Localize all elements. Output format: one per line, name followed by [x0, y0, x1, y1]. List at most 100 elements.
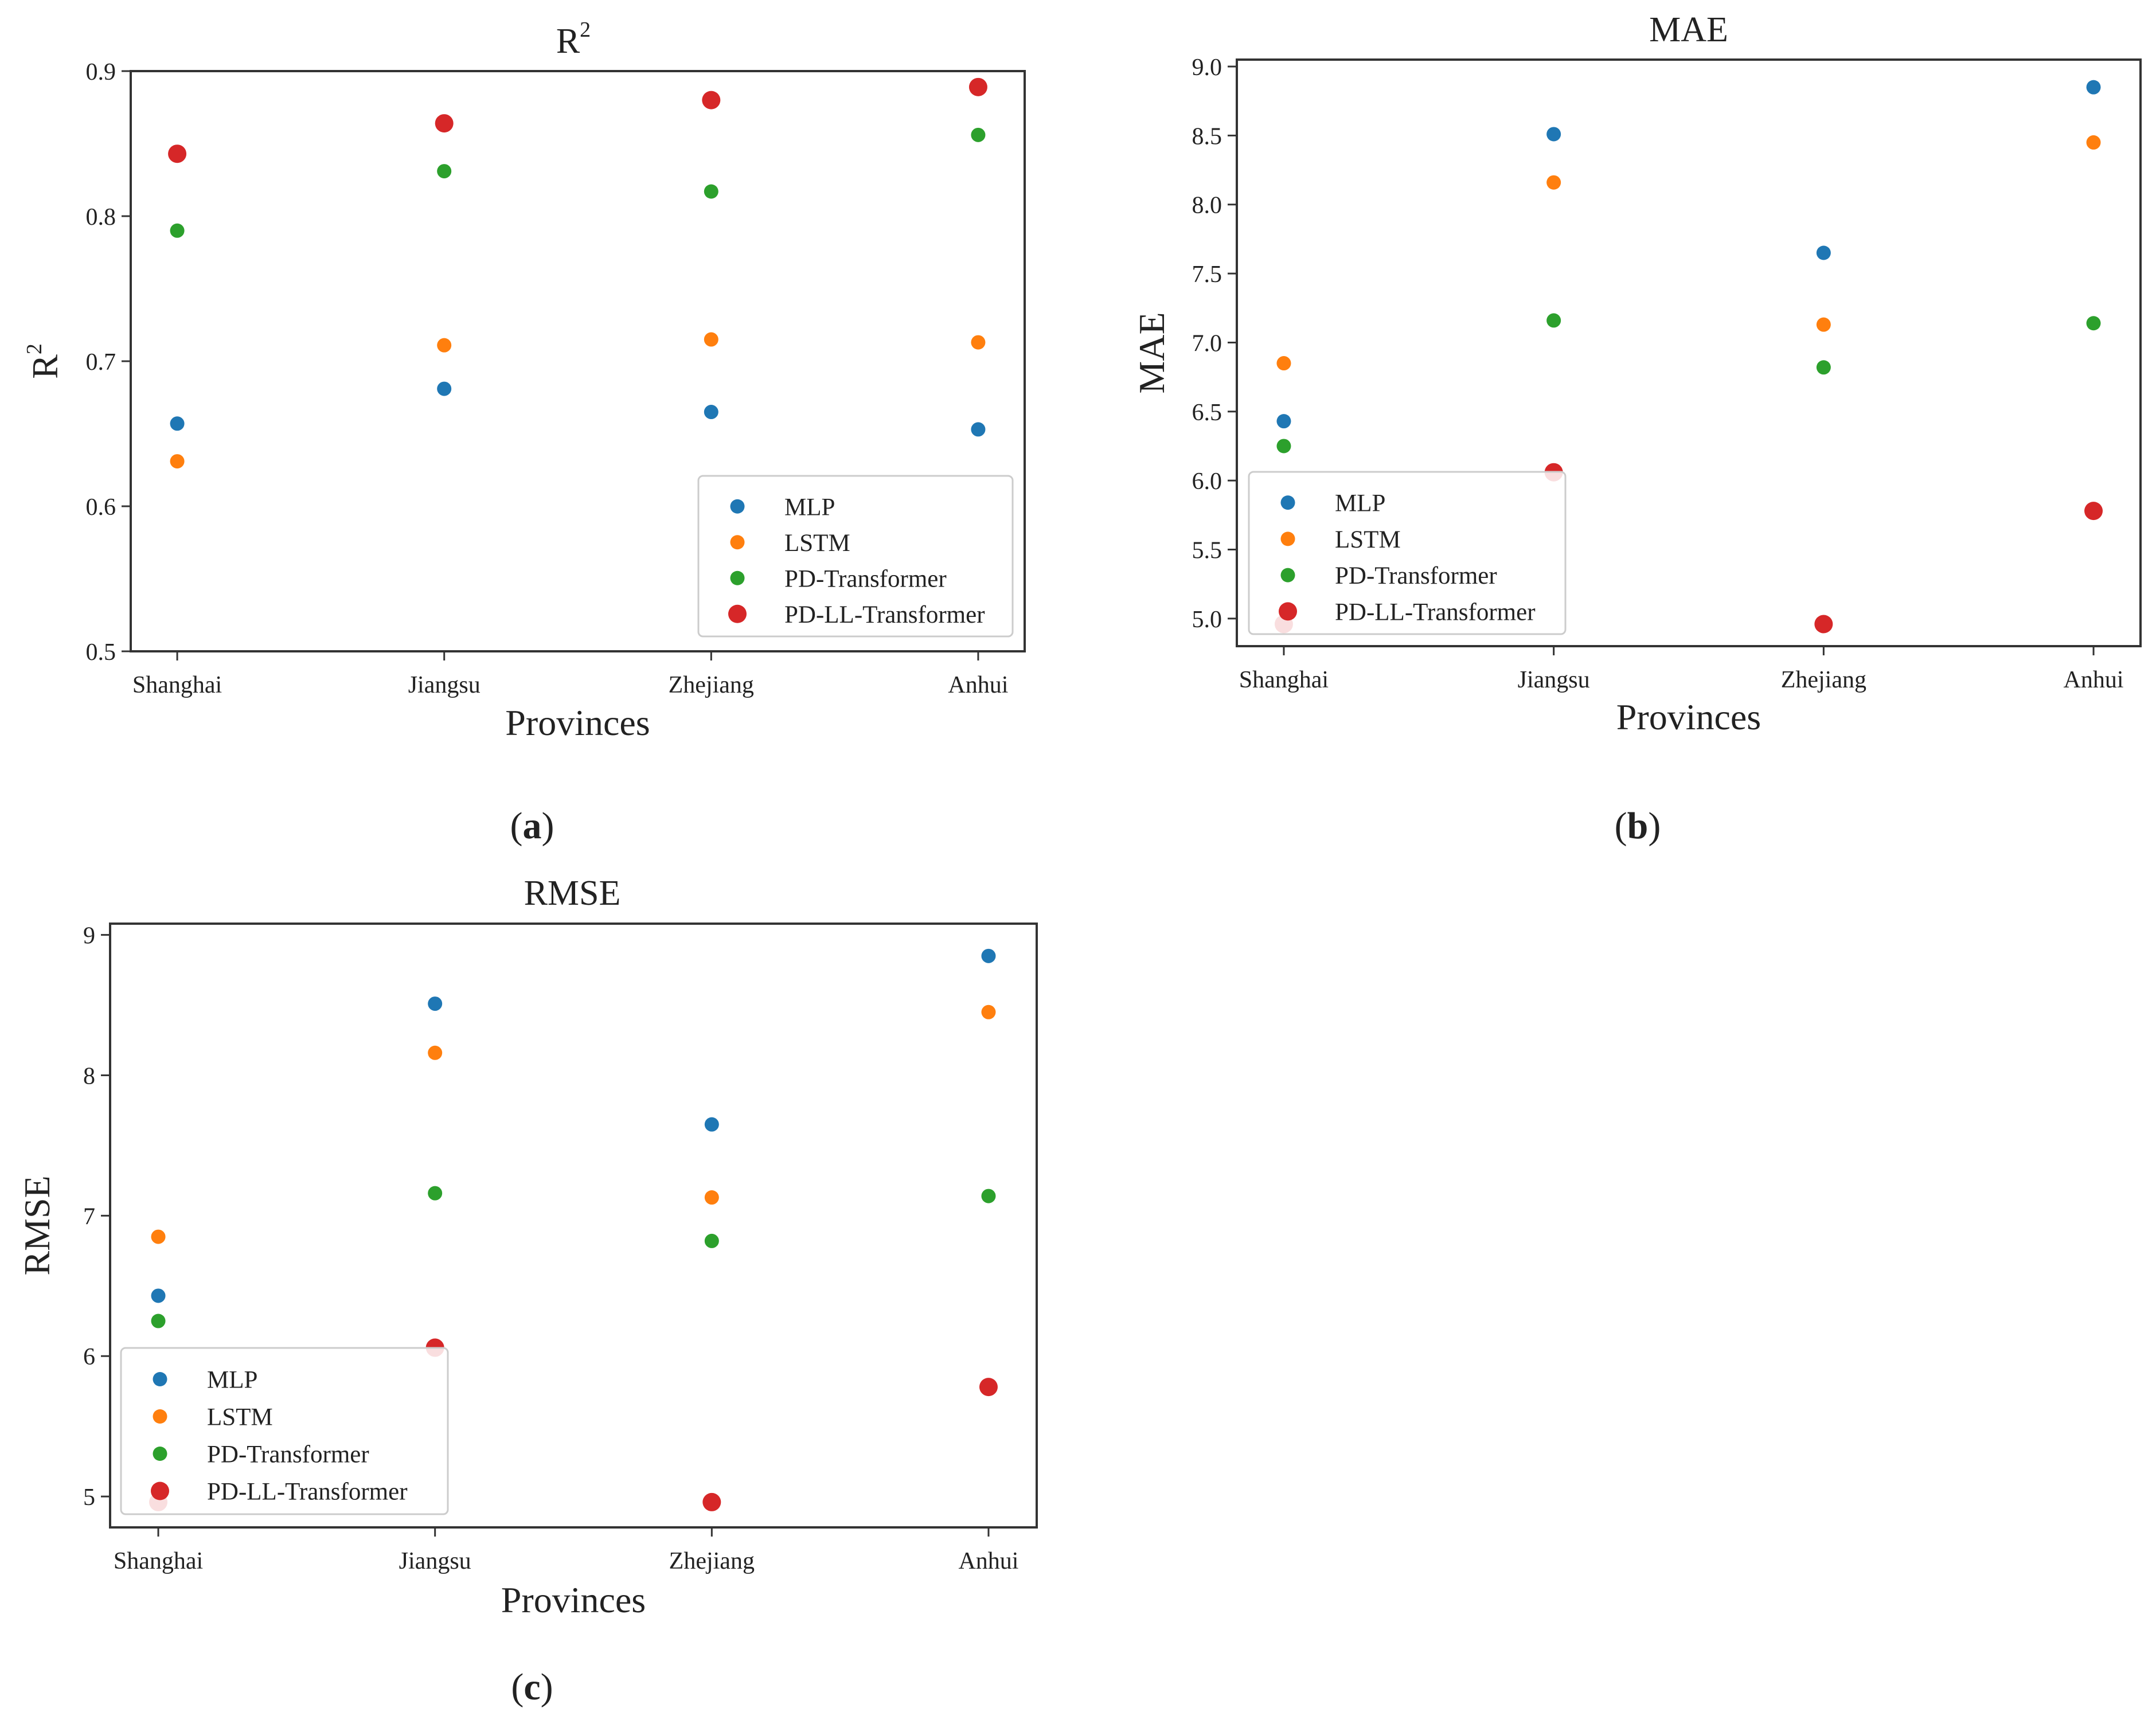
data-point-lstm [428, 1045, 443, 1060]
data-point-lstm [2086, 135, 2101, 150]
y-tick-label: 0.6 [86, 494, 116, 521]
y-tick-label: 9.0 [1192, 54, 1222, 81]
chart-c: RMSE RMSE Provinces 5 6 7 8 9 Shanghai Jiangsu Zhe… [17, 874, 1038, 1620]
data-point-lstm [981, 1004, 996, 1019]
panel-label-c: (c) [511, 1666, 553, 1708]
y-tick-label: 6.5 [1192, 400, 1222, 426]
legend-label: PD-Transformer [1335, 562, 1497, 589]
legend-marker-mlp [730, 499, 745, 514]
legend: MLP LSTM PD-Transformer PD-LL-Transformer [1248, 471, 1567, 635]
y-tick-label: 0.5 [86, 639, 116, 666]
x-tick-label: Shanghai [1239, 667, 1329, 693]
data-point-pd-ll-transformer [702, 91, 721, 110]
legend-label: LSTM [207, 1404, 273, 1431]
panel-label-b: (b) [1615, 805, 1661, 847]
legend-box [1248, 471, 1567, 635]
y-tick-label: 7.0 [1192, 330, 1222, 357]
x-tick-label: Anhui [948, 672, 1008, 698]
data-point-pd-transformer [1276, 439, 1291, 454]
x-tick-label: Zhejiang [669, 1548, 755, 1574]
legend-label: PD-LL-Transformer [207, 1479, 408, 1506]
x-axis-label: Provinces [501, 1580, 646, 1620]
x-axis-label: Provinces [1616, 697, 1761, 737]
legend-marker-lstm [1280, 531, 1295, 546]
legend-label: PD-Transformer [784, 565, 947, 592]
legend-label: LSTM [784, 530, 850, 557]
data-point-mlp [971, 422, 986, 437]
data-point-mlp [428, 996, 443, 1011]
data-point-mlp [151, 1288, 166, 1303]
x-tick-label: Anhui [958, 1548, 1018, 1574]
data-point-lstm [437, 338, 452, 353]
data-point-mlp [704, 405, 718, 420]
plot-frame [109, 923, 1038, 1529]
panel-label-close: ) [1648, 805, 1661, 847]
y-tick-label: 5.5 [1192, 538, 1222, 564]
y-tick-label: 0.9 [86, 59, 116, 85]
legend-box [697, 475, 1014, 638]
data-point-mlp [170, 416, 185, 431]
data-point-pd-transformer [971, 127, 986, 142]
y-tick-label: 7.5 [1192, 261, 1222, 288]
panel-label-letter: c [524, 1666, 540, 1708]
y-tick-label: 8.5 [1192, 123, 1222, 150]
chart-title: R2 [556, 18, 591, 61]
data-point-pd-transformer [704, 184, 718, 199]
legend-marker-pd-ll-transformer [728, 604, 747, 623]
panel-label-letter: b [1627, 805, 1649, 847]
x-axis-label: Provinces [505, 702, 650, 743]
legend-marker-mlp [153, 1372, 167, 1386]
panel-label-open: ( [1615, 805, 1627, 847]
data-point-pd-transformer [704, 1233, 719, 1248]
y-axis-label: MAE [1131, 312, 1172, 393]
legend-marker-mlp [1280, 495, 1295, 510]
data-point-mlp [981, 948, 996, 963]
y-tick-label: 6.0 [1192, 468, 1222, 495]
legend-label: PD-LL-Transformer [1335, 599, 1536, 626]
panel-label-letter: a [523, 805, 542, 847]
data-point-lstm [704, 1190, 719, 1205]
data-point-pd-ll-transformer [979, 1378, 998, 1397]
data-point-pd-transformer [1546, 313, 1561, 328]
y-tick-label: 7 [83, 1203, 95, 1230]
panel-label-close: ) [541, 1666, 553, 1708]
chart-title-superscript: 2 [580, 18, 591, 42]
data-point-pd-ll-transformer [435, 114, 454, 133]
y-tick-label: 9 [83, 923, 95, 949]
legend-marker-pd-transformer [730, 570, 745, 585]
legend-label: LSTM [1335, 526, 1401, 553]
legend: MLP LSTM PD-Transformer PD-LL-Transformer [697, 475, 1014, 638]
y-axis-label-base: R [25, 354, 65, 379]
y-tick-label: 6 [83, 1344, 95, 1370]
legend-label: PD-Transformer [207, 1441, 369, 1468]
y-axis-label-superscript: 2 [22, 343, 46, 354]
data-point-pd-transformer [437, 164, 452, 179]
panel-label-a: (a) [510, 805, 554, 847]
data-point-lstm [971, 335, 986, 350]
data-point-pd-ll-transformer [1814, 615, 1833, 634]
legend-label: MLP [207, 1367, 257, 1394]
data-point-mlp [1816, 245, 1831, 260]
x-tick-label: Anhui [2064, 667, 2124, 693]
data-point-pd-transformer [981, 1189, 996, 1203]
x-tick-label: Zhejiang [669, 672, 754, 698]
y-tick-label: 0.7 [86, 349, 116, 376]
data-point-lstm [1546, 175, 1561, 190]
x-tick-label: Shanghai [114, 1548, 203, 1574]
data-point-lstm [1276, 356, 1291, 371]
data-point-pd-transformer [1816, 360, 1831, 375]
panel-label-close: ) [542, 805, 554, 847]
legend-marker-pd-ll-transformer [1279, 602, 1297, 621]
y-axis-label: R2 [22, 343, 65, 379]
data-point-lstm [704, 332, 718, 347]
data-point-pd-transformer [428, 1186, 443, 1201]
legend-label: MLP [1335, 490, 1385, 517]
x-tick-label: Jiangsu [399, 1548, 471, 1574]
legend-marker-lstm [153, 1409, 167, 1424]
data-point-lstm [151, 1229, 166, 1244]
legend-marker-pd-transformer [1280, 568, 1295, 583]
x-tick-label: Jiangsu [1518, 667, 1590, 693]
data-point-pd-ll-transformer [968, 77, 987, 96]
